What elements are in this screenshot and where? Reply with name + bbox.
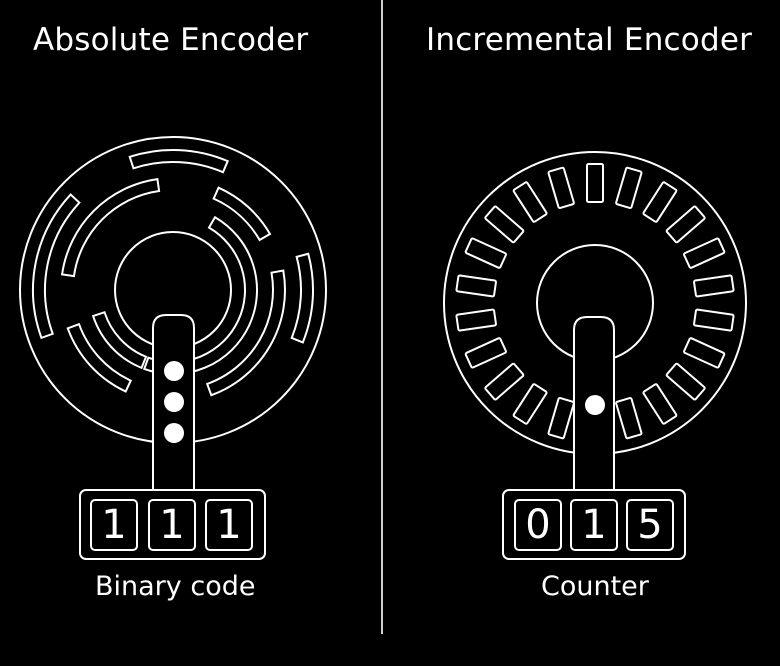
code-track-segment [205, 269, 286, 397]
encoder-slot [512, 383, 548, 425]
encoder-slot [464, 237, 507, 269]
encoder-slot [547, 166, 575, 209]
code-track-segment [128, 149, 230, 174]
encoder-slot [455, 274, 497, 298]
sensor-dot [164, 392, 184, 412]
absolute-caption: Binary code [95, 571, 256, 602]
encoder-slot [484, 362, 525, 401]
absolute-encoder-title: Absolute Encoder [33, 22, 309, 58]
encoder-slot [642, 383, 678, 425]
digit-window [90, 499, 138, 551]
encoder-slot [683, 237, 726, 269]
incremental-encoder-title: Incremental Encoder [426, 22, 753, 58]
incremental-digit-display [502, 489, 686, 560]
sensor-dot [164, 361, 184, 381]
absolute-digit-3: 1 [216, 502, 242, 548]
center-divider [381, 0, 383, 634]
encoder-slot [455, 308, 497, 332]
sensor-dot [164, 423, 184, 443]
digit-window [570, 499, 618, 551]
encoder-slot [586, 163, 604, 203]
code-track-segment [212, 186, 272, 242]
absolute-code-tracks [32, 149, 314, 397]
code-track-segment [66, 322, 133, 393]
encoder-slot [642, 181, 678, 223]
incremental-sensor-dot [585, 395, 605, 415]
encoder-slot [615, 166, 643, 209]
code-track-segment [290, 252, 314, 344]
encoder-slot [665, 362, 706, 401]
incremental-caption: Counter [541, 571, 649, 602]
code-track-segment [91, 310, 148, 370]
absolute-digit-display [79, 489, 266, 560]
incremental-digit-3: 5 [637, 502, 663, 548]
encoder-slot [547, 397, 575, 440]
digit-window [205, 499, 253, 551]
digit-window [514, 499, 562, 551]
absolute-digit-1: 1 [101, 502, 127, 548]
absolute-sensor-dots [164, 361, 184, 443]
encoder-slot [464, 337, 507, 369]
encoder-slot [683, 337, 726, 369]
encoder-slot [512, 181, 548, 223]
encoder-slot [693, 308, 735, 332]
encoder-slot [484, 205, 525, 244]
incremental-digit-1: 0 [525, 502, 551, 548]
code-track-segment [142, 215, 258, 375]
encoder-slot [665, 205, 706, 244]
encoder-slot [615, 397, 643, 440]
digit-window [626, 499, 674, 551]
encoder-slot [693, 274, 735, 298]
code-track-segment [32, 193, 81, 340]
absolute-digit-2: 1 [159, 502, 185, 548]
incremental-digit-2: 1 [581, 502, 607, 548]
digit-window [148, 499, 196, 551]
code-track-segment [60, 177, 161, 278]
